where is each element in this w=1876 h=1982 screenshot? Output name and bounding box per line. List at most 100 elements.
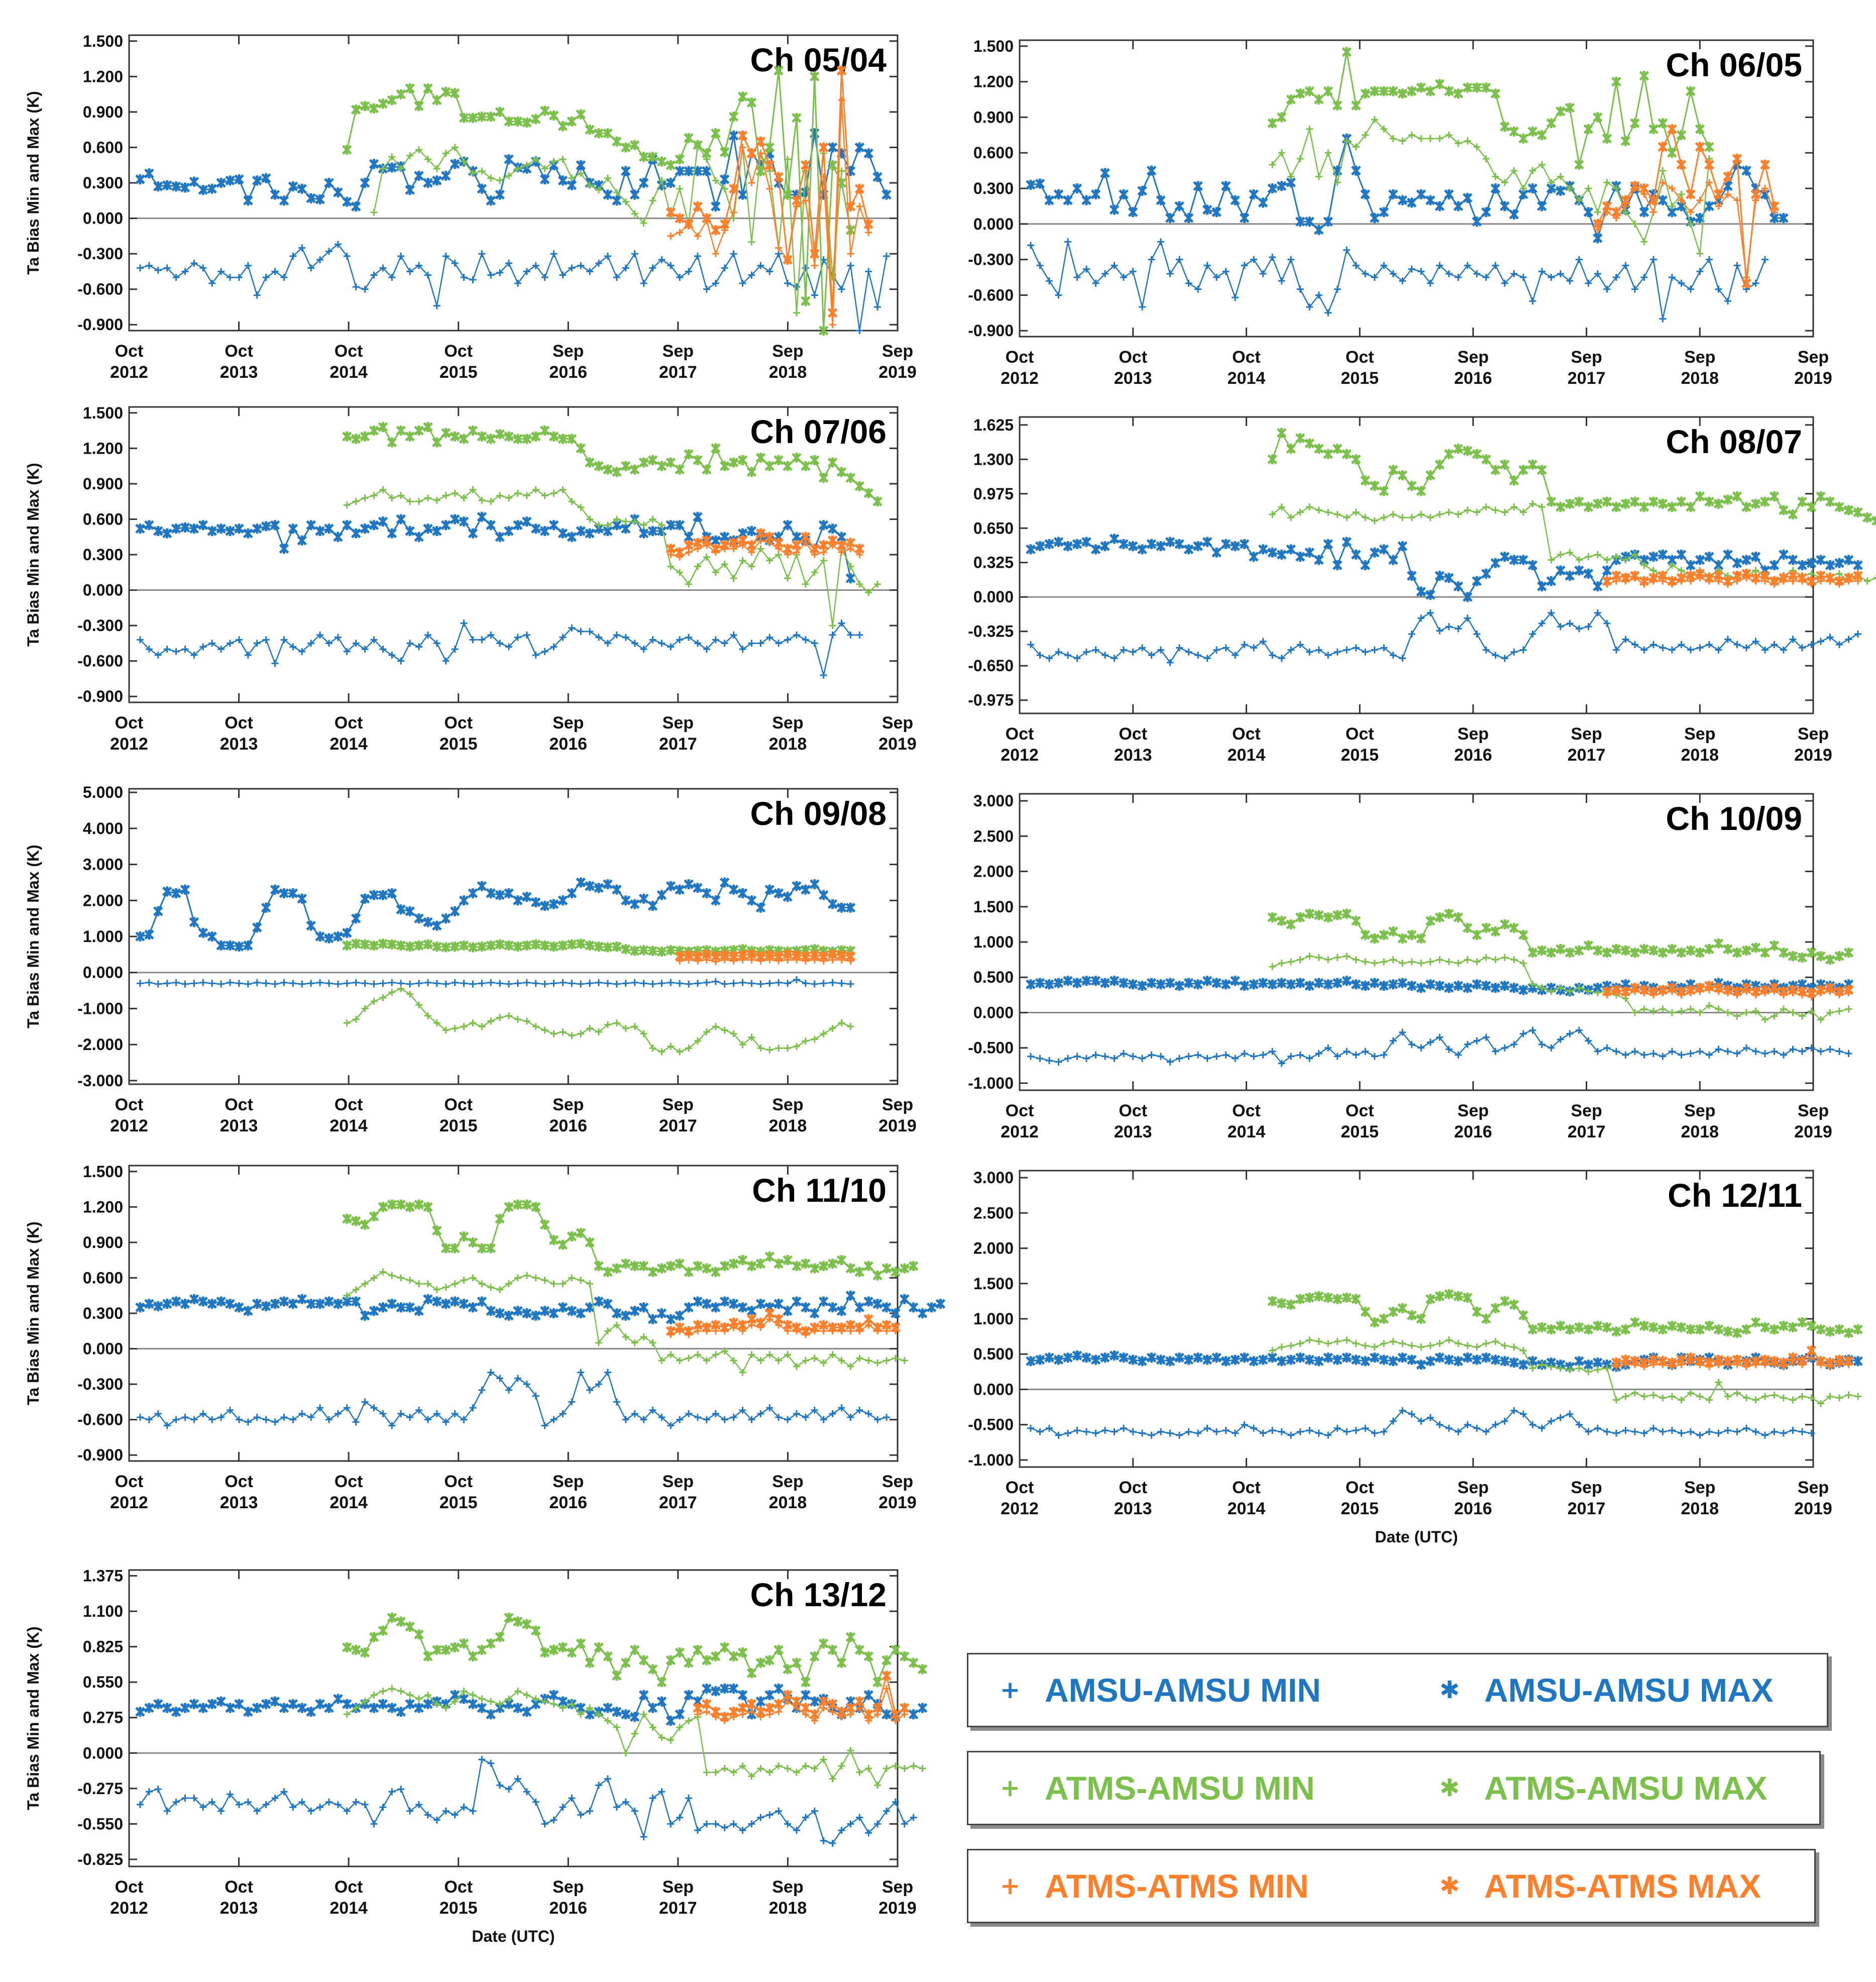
data-point (539, 426, 550, 436)
y-tick-label: 0.900 (83, 475, 123, 493)
series-atms-atms-min (667, 96, 872, 329)
data-point (1509, 209, 1519, 220)
legend-label: ATMS-AMSU MIN (1045, 1769, 1315, 1807)
data-point (1128, 541, 1138, 552)
data-point (1399, 137, 1406, 145)
data-point (548, 520, 559, 531)
legend-label: AMSU-AMSU MIN (1045, 1672, 1321, 1709)
data-point (342, 520, 352, 531)
data-point (1519, 185, 1527, 192)
legend-box-2: + ATMS-AMSU MIN ✱ ATMS-AMSU MAX (967, 1751, 1821, 1825)
data-point (1241, 641, 1248, 649)
data-point (1695, 555, 1705, 565)
x-tick-label: Sep (663, 342, 694, 361)
data-point (1183, 544, 1194, 555)
data-point (666, 178, 676, 188)
y-tick-label: 0.600 (973, 144, 1014, 162)
data-point (1668, 202, 1676, 210)
x-tick-label: Sep (882, 1877, 913, 1897)
data-point (1417, 135, 1425, 142)
data-point (514, 165, 521, 172)
data-point (856, 327, 863, 334)
data-point (1369, 86, 1380, 96)
x-tick-label: Oct (225, 713, 253, 733)
data-point (728, 112, 739, 122)
data-point (442, 150, 450, 157)
data-point (1250, 256, 1258, 263)
x-tick-label: 2015 (439, 735, 478, 754)
data-point (478, 167, 486, 175)
data-point (1546, 118, 1557, 129)
data-point (1276, 181, 1287, 191)
data-point (504, 431, 514, 442)
data-point (638, 152, 649, 162)
data-point (1360, 560, 1370, 570)
data-point (1490, 183, 1501, 193)
data-point (396, 426, 406, 436)
x-tick-label: 2017 (659, 1116, 697, 1135)
data-point (334, 634, 342, 641)
data-point (415, 498, 423, 505)
data-point (397, 252, 405, 260)
y-tick-label: -0.600 (77, 280, 123, 298)
data-point (1276, 549, 1287, 560)
data-point (1863, 577, 1871, 585)
data-point (477, 112, 487, 122)
series-line (670, 532, 860, 554)
data-point (387, 528, 397, 539)
data-point (847, 250, 854, 258)
x-tick-label: Oct (1232, 348, 1261, 367)
data-point (360, 524, 370, 534)
data-point (559, 155, 567, 163)
data-point (576, 443, 586, 454)
data-point (559, 486, 567, 493)
data-point (1120, 646, 1128, 654)
data-point (171, 524, 181, 534)
data-point (1332, 560, 1343, 570)
data-point (198, 520, 208, 531)
data-point (629, 140, 640, 150)
x-tick-label: Sep (1684, 348, 1715, 367)
data-point (378, 516, 388, 527)
data-point (1678, 196, 1685, 204)
data-point (432, 175, 442, 186)
data-point (836, 467, 847, 477)
data-point (784, 155, 792, 163)
data-point (1826, 634, 1834, 641)
data-point (1259, 638, 1267, 645)
data-point (1733, 262, 1741, 269)
x-tick-label: 2012 (110, 1116, 148, 1135)
data-point (621, 142, 631, 153)
x-tick-label: Sep (1458, 1478, 1489, 1497)
data-point (577, 262, 585, 269)
data-point (1622, 202, 1629, 210)
data-point (289, 252, 297, 260)
data-point (856, 631, 863, 639)
data-point (811, 291, 818, 299)
data-point (235, 274, 243, 281)
data-point (459, 434, 469, 444)
data-point (154, 651, 162, 659)
data-point (1072, 539, 1082, 549)
data-point (1659, 167, 1667, 174)
data-point (432, 437, 442, 448)
data-point (935, 1299, 946, 1309)
data-point (675, 166, 685, 176)
data-point (1715, 202, 1722, 210)
data-point (1362, 131, 1369, 139)
data-point (379, 646, 387, 653)
data-point (1325, 149, 1332, 157)
data-point (1379, 207, 1389, 218)
data-point (856, 580, 863, 588)
data-point (1686, 560, 1696, 570)
data-point (460, 619, 468, 627)
data-point (685, 549, 693, 556)
data-point (1362, 270, 1369, 277)
data-point (1836, 1048, 1843, 1055)
data-point (1399, 277, 1406, 285)
data-point (1239, 213, 1250, 223)
data-point (181, 646, 189, 653)
x-tick-label: Sep (772, 713, 803, 733)
data-point (207, 526, 217, 536)
data-point (1176, 644, 1183, 652)
